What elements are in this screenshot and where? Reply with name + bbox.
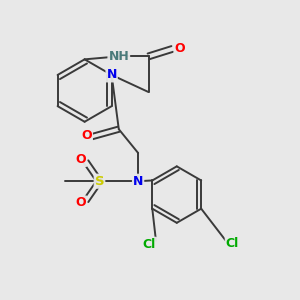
Text: O: O	[174, 42, 185, 56]
Text: Cl: Cl	[143, 238, 156, 251]
Text: O: O	[81, 129, 92, 142]
Text: N: N	[133, 175, 143, 188]
Text: N: N	[106, 68, 117, 82]
Text: Cl: Cl	[226, 236, 239, 250]
Text: NH: NH	[108, 50, 129, 63]
Text: S: S	[95, 175, 104, 188]
Text: O: O	[75, 196, 86, 209]
Text: O: O	[75, 153, 86, 166]
